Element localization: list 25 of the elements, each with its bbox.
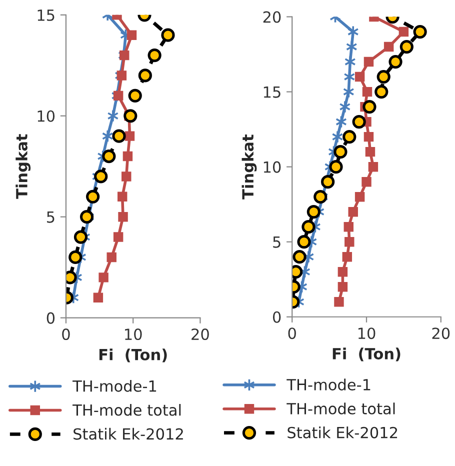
- y-tick-label: 0: [46, 312, 55, 324]
- legend-label: Statik Ek-2012: [74, 428, 183, 440]
- x-tick-label: 0: [62, 328, 70, 340]
- y-axis-title: Tingkat: [242, 134, 257, 200]
- y-tick-label: 15: [38, 10, 54, 21]
- y-tick-label: 10: [264, 161, 281, 173]
- legend-label: TH-mode total: [72, 404, 181, 416]
- y-tick-label: 5: [47, 212, 54, 223]
- x-tick-label: 10: [358, 328, 376, 340]
- legend-label: Statik Ek-2012: [288, 426, 398, 438]
- y-tick-label: 10: [38, 110, 55, 122]
- y-tick-label: 0: [272, 311, 281, 323]
- legend-label: TH-mode total: [286, 402, 395, 414]
- x-tick-label: 20: [192, 328, 209, 340]
- y-tick-label: 5: [273, 236, 280, 248]
- x-tick-label: 10: [125, 328, 142, 340]
- y-tick-label: 20: [263, 11, 281, 23]
- legend-label: TH-mode-1: [72, 380, 156, 392]
- legend-label: TH-mode-1: [286, 378, 370, 390]
- y-tick-label: 15: [264, 86, 280, 98]
- x-tick-label: 0: [288, 328, 296, 340]
- y-axis-title: Tingkat: [16, 134, 31, 199]
- x-axis-title: Fi (Ton): [99, 348, 167, 362]
- x-axis-title: Fi (Ton): [332, 348, 400, 362]
- x-tick-label: 20: [432, 328, 450, 340]
